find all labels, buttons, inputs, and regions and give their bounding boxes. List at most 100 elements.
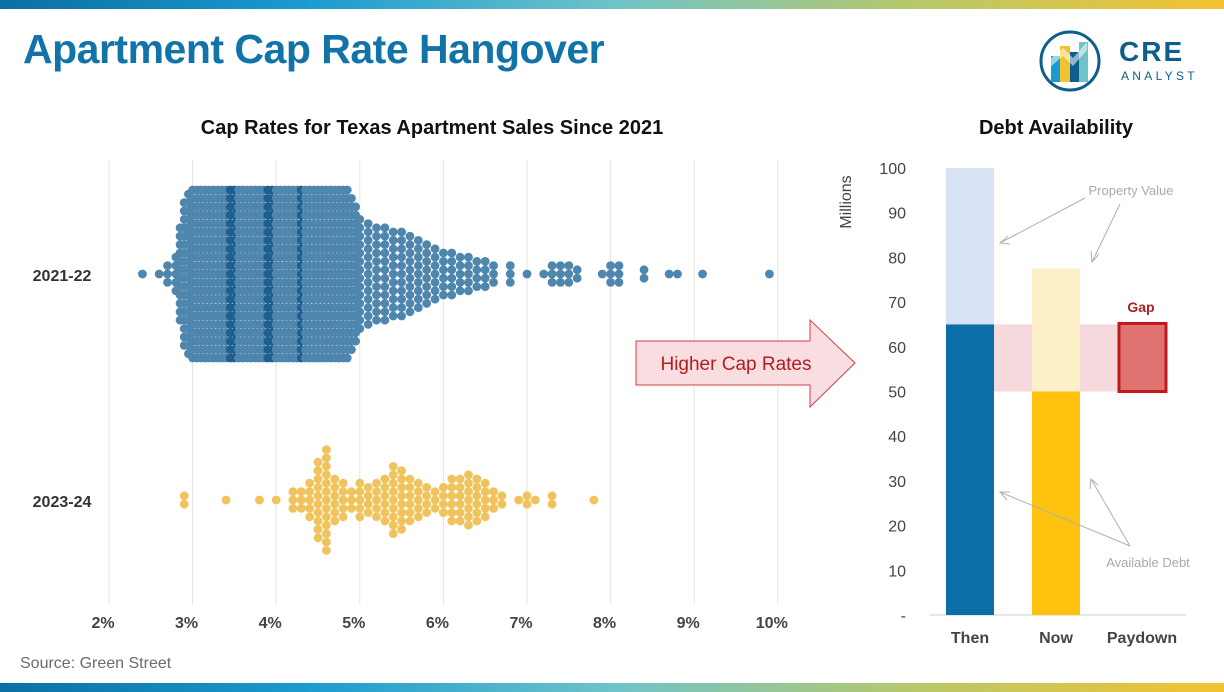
swarm-dot-2023-24 xyxy=(288,504,298,513)
swarm-dot-2023-24 xyxy=(397,491,406,501)
logo-subtext: ANALYST xyxy=(1121,69,1198,83)
swarm-dot-2023-24 xyxy=(313,457,323,467)
y-tick-label: 40 xyxy=(888,429,906,446)
swarm-dot-2021-22 xyxy=(439,257,448,266)
swarm-dot-2023-24 xyxy=(405,483,415,492)
swarm-dot-2023-24 xyxy=(372,487,381,496)
swarm-dot-2023-24 xyxy=(530,495,540,505)
x-tick-label: 8% xyxy=(593,615,616,632)
swarm-dot-2021-22 xyxy=(489,278,498,287)
top-gradient-bar xyxy=(0,0,1224,9)
swarm-dot-2021-22 xyxy=(388,303,398,312)
swarm-dot-2023-24 xyxy=(321,453,331,463)
swarm-dot-2021-22 xyxy=(397,244,406,254)
swarm-dot-2023-24 xyxy=(413,487,423,496)
swarm-dot-2021-22 xyxy=(163,269,172,279)
x-tick-label: 5% xyxy=(342,615,365,632)
swarm-dot-2021-22 xyxy=(363,294,373,304)
swarm-dot-2021-22 xyxy=(363,252,373,262)
swarm-dot-2023-24 xyxy=(397,499,406,509)
swarm-dot-2023-24 xyxy=(330,508,340,517)
swarm-dot-2021-22 xyxy=(380,223,390,233)
swarm-dot-2023-24 xyxy=(355,478,365,488)
swarm-dot-2021-22 xyxy=(556,269,565,279)
swarm-dot-2023-24 xyxy=(380,508,390,517)
bar-paydown-gap xyxy=(1117,321,1168,394)
swarm-dot-2023-24 xyxy=(313,508,323,517)
swarm-dot-2023-24 xyxy=(255,495,264,505)
swarm-dot-2023-24 xyxy=(355,512,365,522)
swarm-dot-2021-22 xyxy=(464,278,473,287)
swarm-chart-title: Cap Rates for Texas Apartment Sales Sinc… xyxy=(201,117,663,139)
swarm-dot-2023-24 xyxy=(422,483,432,492)
swarm-dot-2023-24 xyxy=(305,495,315,505)
swarm-dot-2023-24 xyxy=(355,495,365,505)
swarm-dot-2023-24 xyxy=(321,478,331,488)
swarm-dot-2023-24 xyxy=(472,474,482,484)
swarm-dot-2021-22 xyxy=(464,261,473,270)
swarm-dot-2021-22 xyxy=(439,290,448,300)
x-tick-label: 3% xyxy=(175,615,198,632)
bar-then-available-debt xyxy=(946,324,994,615)
swarm-dot-2023-24 xyxy=(388,504,398,513)
swarm-dot-2023-24 xyxy=(305,512,315,522)
swarm-dot-2023-24 xyxy=(472,483,482,492)
swarm-dot-2023-24 xyxy=(480,495,490,505)
swarm-dot-2021-22 xyxy=(413,269,423,279)
swarm-dot-2023-24 xyxy=(447,508,457,517)
swarm-dot-2021-22 xyxy=(614,269,624,279)
swarm-dot-2021-22 xyxy=(388,278,398,287)
swarm-dot-2021-22 xyxy=(372,273,381,283)
swarm-dot-2021-22 xyxy=(380,299,390,308)
bar-now-property-value xyxy=(1032,268,1080,392)
swarm-dot-2021-22 xyxy=(547,261,557,270)
swarm-dot-2023-24 xyxy=(464,478,473,488)
swarm-x-axis: 2% 3% 4% 5% 6% 7% 8% 9% 10% xyxy=(91,615,787,632)
swarm-dot-2023-24 xyxy=(489,495,498,505)
swarm-dot-2021-22 xyxy=(355,307,365,317)
swarm-dot-2023-24 xyxy=(363,508,373,517)
swarm-dot-2021-22 xyxy=(397,303,406,312)
swarm-dot-2023-24 xyxy=(330,474,340,484)
swarm-dot-2023-24 xyxy=(397,483,406,492)
swarm-dot-2021-22 xyxy=(388,261,398,270)
swarm-dot-2023-24 xyxy=(321,462,331,471)
swarm-dot-2021-22 xyxy=(342,353,352,363)
swarm-dot-2021-22 xyxy=(355,248,365,258)
swarm-dot-2021-22 xyxy=(439,265,448,275)
swarm-dot-2021-22 xyxy=(342,185,352,195)
swarm-dot-2021-22 xyxy=(547,278,557,287)
swarm-dot-2021-22 xyxy=(388,252,398,262)
swarm-dots xyxy=(138,185,774,555)
swarm-dot-2021-22 xyxy=(405,248,415,258)
swarm-dot-2023-24 xyxy=(338,512,348,522)
swarm-dot-2021-22 xyxy=(413,303,423,312)
swarm-dot-2021-22 xyxy=(413,236,423,245)
swarm-dot-2023-24 xyxy=(480,512,490,522)
swarm-dot-2021-22 xyxy=(355,290,365,300)
swarm-dot-2023-24 xyxy=(330,516,340,526)
y-tick-label: 80 xyxy=(888,250,906,267)
swarm-dot-2021-22 xyxy=(405,299,415,308)
swarm-dot-2023-24 xyxy=(455,483,465,492)
swarm-dot-2023-24 xyxy=(388,478,398,488)
swarm-dot-2021-22 xyxy=(405,290,415,300)
swarm-dot-2021-22 xyxy=(405,307,415,317)
debt-y-axis-label: Millions xyxy=(838,175,855,228)
swarm-dot-2021-22 xyxy=(422,265,432,275)
swarm-dot-2021-22 xyxy=(422,248,432,258)
debt-bars xyxy=(946,168,1168,615)
annotation-available-debt: Available Debt xyxy=(1106,555,1190,570)
swarm-dot-2021-22 xyxy=(355,315,365,325)
swarm-dot-2023-24 xyxy=(338,495,348,505)
swarm-dot-2021-22 xyxy=(606,261,615,270)
swarm-dot-2023-24 xyxy=(397,525,406,534)
swarm-dot-2021-22 xyxy=(439,273,448,283)
swarm-dot-2021-22 xyxy=(363,261,373,270)
swarm-dot-2023-24 xyxy=(288,487,298,496)
swarm-dot-2021-22 xyxy=(380,248,390,258)
swarm-dot-2023-24 xyxy=(313,491,323,501)
swarm-dot-2021-22 xyxy=(564,261,574,270)
swarm-dot-2023-24 xyxy=(321,487,331,496)
swarm-dot-2023-24 xyxy=(405,516,415,526)
